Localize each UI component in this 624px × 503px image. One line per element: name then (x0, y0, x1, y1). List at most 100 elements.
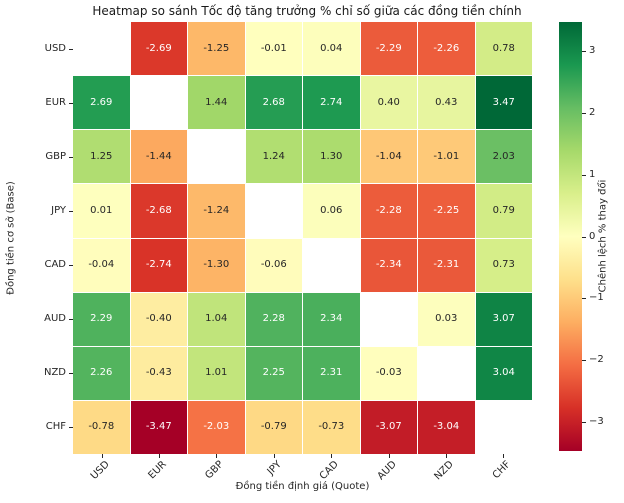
heatmap-cell-EUR-CHF: 3.47 (475, 76, 532, 130)
heatmap-cell-CHF-USD: -0.78 (73, 400, 130, 454)
colorbar-tick-label: −2 (589, 354, 604, 366)
heatmap-cell-NZD-CHF: 3.04 (475, 346, 532, 400)
y-tick-label-CHF: CHF (45, 421, 66, 432)
heatmap-cell-JPY-GBP: -1.24 (188, 184, 245, 238)
x-axis-label: Đồng tiền định giá (Quote) (235, 481, 370, 492)
heatmap-cell-USD-AUD: -2.29 (360, 22, 417, 76)
heatmap-cell-CHF-GBP: -2.03 (188, 400, 245, 454)
heatmap-cell-EUR-JPY: 2.68 (245, 76, 302, 130)
colorbar-tick-mark (582, 421, 586, 423)
heatmap-cell-JPY-USD: 0.01 (73, 184, 130, 238)
heatmap-cell-GBP-GBP (188, 130, 245, 184)
y-tick-label-NZD: NZD (43, 367, 66, 378)
heatmap-cell-USD-USD (73, 22, 130, 76)
heatmap-cell-GBP-EUR: -1.44 (130, 130, 187, 184)
heatmap-cell-AUD-CHF: 3.07 (475, 292, 532, 346)
x-tick-mark (331, 454, 333, 458)
heatmap-cell-CAD-CAD (303, 238, 360, 292)
heatmap-cell-USD-CHF: 0.78 (475, 22, 532, 76)
heatmap-cell-CAD-CHF: 0.73 (475, 238, 532, 292)
heatmap-cell-GBP-JPY: 1.24 (245, 130, 302, 184)
x-tick-label-CAD: CAD (317, 459, 341, 483)
heatmap-cell-NZD-USD: 2.26 (73, 346, 130, 400)
y-tick-mark (69, 49, 73, 50)
y-tick-mark (69, 157, 73, 158)
x-tick-label-AUD: AUD (375, 459, 399, 483)
heatmap-cell-CHF-CHF (475, 400, 532, 454)
heatmap-cell-AUD-NZD: 0.03 (418, 292, 475, 346)
heatmap-cell-AUD-AUD (360, 292, 417, 346)
x-tick-label-NZD: NZD (432, 459, 456, 483)
x-tick-mark (388, 454, 390, 458)
heatmap-cell-NZD-CAD: 2.31 (303, 346, 360, 400)
heatmap-cell-EUR-USD: 2.69 (73, 76, 130, 130)
y-tick-label-EUR: EUR (45, 97, 66, 108)
heatmap-cell-CAD-GBP: -1.30 (188, 238, 245, 292)
heatmap-cell-CAD-NZD: -2.31 (418, 238, 475, 292)
heatmap-cell-EUR-GBP: 1.44 (188, 76, 245, 130)
heatmap-cell-USD-EUR: -2.69 (130, 22, 187, 76)
heatmap-cell-CAD-USD: -0.04 (73, 238, 130, 292)
colorbar-gradient (559, 22, 582, 451)
x-tick-mark (445, 454, 447, 458)
colorbar-tick-label: −3 (589, 415, 604, 427)
heatmap-cell-EUR-CAD: 2.74 (303, 76, 360, 130)
heatmap-cell-CHF-CAD: -0.73 (303, 400, 360, 454)
y-tick-label-USD: USD (44, 43, 66, 54)
chart-title: Heatmap so sánh Tốc độ tăng trưởng % chỉ… (92, 4, 522, 18)
heatmap-cell-AUD-CAD: 2.34 (303, 292, 360, 346)
heatmap-cell-CHF-NZD: -3.04 (418, 400, 475, 454)
colorbar-label: Chênh lệch % thay đổi (597, 179, 609, 293)
colorbar-tick-mark (582, 360, 586, 362)
heatmap-cell-JPY-CAD: 0.06 (303, 184, 360, 238)
heatmap-cell-CHF-EUR: -3.47 (130, 400, 187, 454)
y-tick-label-GBP: GBP (45, 151, 66, 162)
colorbar-tick-label: 2 (589, 106, 596, 118)
heatmap-cell-JPY-JPY (245, 184, 302, 238)
heatmap-cell-CAD-JPY: -0.06 (245, 238, 302, 292)
x-tick-label-CHF: CHF (490, 459, 514, 482)
heatmap-cell-JPY-NZD: -2.25 (418, 184, 475, 238)
colorbar-tick-mark (582, 51, 586, 53)
heatmap-cell-USD-GBP: -1.25 (188, 22, 245, 76)
heatmap-cell-NZD-AUD: -0.03 (360, 346, 417, 400)
heatmap-cell-USD-JPY: -0.01 (245, 22, 302, 76)
colorbar-tick-mark (582, 174, 586, 176)
heatmap-cell-GBP-CHF: 2.03 (475, 130, 532, 184)
x-tick-label-USD: USD (88, 459, 112, 482)
y-tick-mark (69, 427, 73, 428)
colorbar-tick-mark (582, 236, 586, 238)
heatmap-cell-NZD-GBP: 1.01 (188, 346, 245, 400)
y-tick-label-CAD: CAD (44, 259, 66, 270)
heatmap-cell-USD-NZD: -2.26 (418, 22, 475, 76)
colorbar-tick-label: 1 (589, 168, 596, 180)
heatmap-cell-AUD-USD: 2.29 (73, 292, 130, 346)
heatmap-cell-GBP-CAD: 1.30 (303, 130, 360, 184)
colorbar-tick-label: −1 (589, 292, 604, 304)
colorbar-tick-label: 3 (589, 45, 596, 57)
x-tick-mark (273, 454, 275, 458)
heatmap-cell-JPY-CHF: 0.79 (475, 184, 532, 238)
y-tick-mark (69, 373, 73, 374)
colorbar-tick-mark (582, 298, 586, 300)
heatmap-cell-NZD-NZD (418, 346, 475, 400)
colorbar-tick-mark (582, 112, 586, 114)
y-tick-label-AUD: AUD (44, 313, 66, 324)
heatmap-cell-JPY-EUR: -2.68 (130, 184, 187, 238)
heatmap-cell-USD-CAD: 0.04 (303, 22, 360, 76)
x-tick-mark (216, 454, 218, 458)
heatmap-cell-AUD-JPY: 2.28 (245, 292, 302, 346)
heatmap-cell-CAD-EUR: -2.74 (130, 238, 187, 292)
y-axis-label: Đồng tiền cơ sở (Base) (5, 181, 17, 295)
x-tick-label-GBP: GBP (203, 459, 227, 482)
x-tick-mark (159, 454, 161, 458)
heatmap-cell-NZD-JPY: 2.25 (245, 346, 302, 400)
heatmap-cell-GBP-USD: 1.25 (73, 130, 130, 184)
x-tick-label-EUR: EUR (146, 459, 169, 482)
x-tick-mark (503, 454, 505, 458)
heatmap-grid: -2.69 -1.25 -0.01 0.04 -2.29 -2.26 0.78 2.69 1.4… (73, 22, 532, 454)
y-tick-mark (69, 211, 73, 212)
y-tick-mark (69, 103, 73, 104)
heatmap-cell-CHF-JPY: -0.79 (245, 400, 302, 454)
